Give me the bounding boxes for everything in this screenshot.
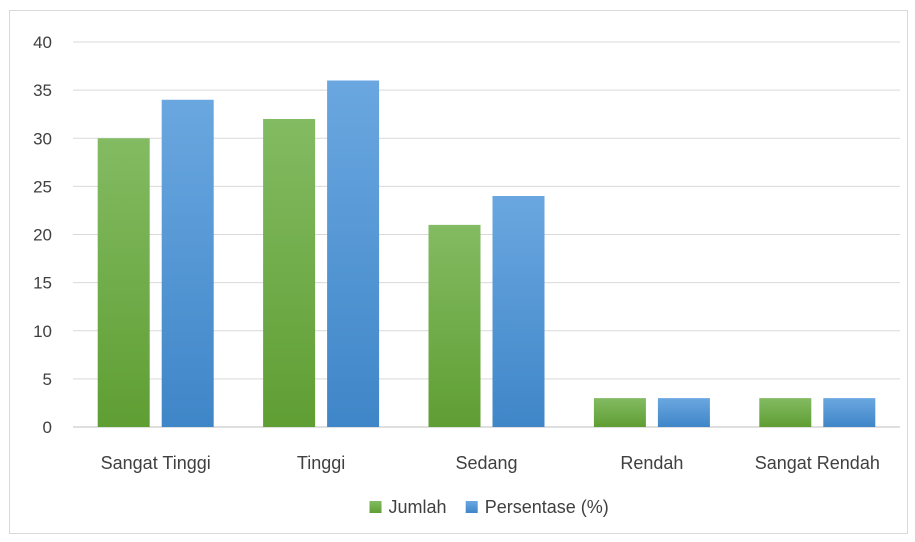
y-tick-label-40: 40 xyxy=(33,33,52,52)
y-tick-label-20: 20 xyxy=(33,226,52,245)
legend-swatch-1 xyxy=(465,501,478,513)
x-category-label-4: Sangat Rendah xyxy=(755,453,880,473)
legend-swatch-0 xyxy=(369,501,382,513)
bar-jumlah-2 xyxy=(428,224,481,427)
bars xyxy=(97,80,876,427)
y-tick-label-5: 5 xyxy=(43,370,52,389)
bar-jumlah-4 xyxy=(759,398,812,427)
legend: Jumlah Persentase (%) xyxy=(369,497,609,517)
x-category-label-0: Sangat Tinggi xyxy=(101,453,211,473)
bar-jumlah-0 xyxy=(97,138,150,427)
y-axis-ticks: 0 5 10 15 20 25 30 35 40 xyxy=(33,33,52,437)
x-category-label-2: Sedang xyxy=(455,453,517,473)
y-tick-label-0: 0 xyxy=(43,418,52,437)
x-category-label-1: Tinggi xyxy=(297,453,345,473)
x-axis-categories: Sangat Tinggi Tinggi Sedang Rendah Sangat Re… xyxy=(101,453,880,473)
legend-label-1: Persentase (%) xyxy=(485,497,609,517)
bar-jumlah-3 xyxy=(593,398,646,427)
bar-persentase-1 xyxy=(327,80,380,427)
bar-persentase-0 xyxy=(161,99,214,427)
legend-label-0: Jumlah xyxy=(389,497,447,517)
bar-persentase-3 xyxy=(657,398,710,427)
y-tick-label-10: 10 xyxy=(33,322,52,341)
bar-persentase-4 xyxy=(823,398,876,427)
y-tick-label-30: 30 xyxy=(33,129,52,148)
bar-jumlah-1 xyxy=(263,119,316,427)
y-tick-label-15: 15 xyxy=(33,274,52,293)
x-category-label-3: Rendah xyxy=(620,453,683,473)
y-tick-label-25: 25 xyxy=(33,177,52,196)
y-tick-label-35: 35 xyxy=(33,81,52,100)
bar-persentase-2 xyxy=(492,196,545,427)
